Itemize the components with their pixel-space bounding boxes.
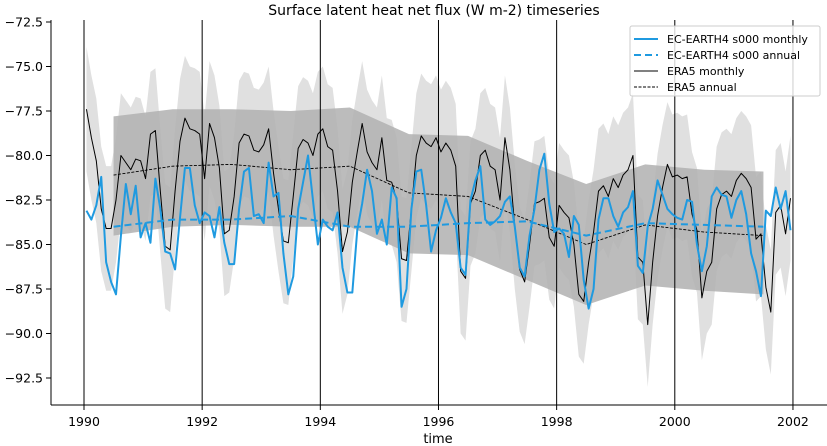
series-line-ec-earth4-s000-monthly (85, 152, 792, 310)
x-tick-label: 2000 (659, 414, 691, 429)
y-tick-label: −92.5 (5, 371, 43, 386)
x-tick-label: 2002 (777, 414, 809, 429)
x-tick-label: 1994 (304, 414, 336, 429)
x-tick-label: 1996 (423, 414, 455, 429)
x-tick-label: 1998 (541, 414, 573, 429)
chart-title: Surface latent heat net flux (W m-2) tim… (268, 3, 599, 19)
legend-label: EC-EARTH4 s000 monthly (667, 33, 808, 46)
legend: EC-EARTH4 s000 monthly EC-EARTH4 s000 ann… (629, 25, 821, 97)
y-tick-label: −75.0 (5, 59, 43, 74)
y-tick-label: −77.5 (5, 104, 43, 119)
x-tick-label: 1990 (68, 414, 100, 429)
y-tick-label: −80.0 (5, 148, 43, 163)
legend-label: ERA5 annual (667, 81, 737, 94)
legend-label: ERA5 monthly (667, 65, 745, 78)
year-lines (83, 20, 794, 405)
y-tick-label: −82.5 (5, 193, 43, 208)
y-tick-label: −90.0 (5, 326, 43, 341)
y-tick-label: −87.5 (5, 282, 43, 297)
legend-label: EC-EARTH4 s000 annual (667, 49, 800, 62)
series-line-era5-monthly (85, 109, 791, 326)
y-tick-label: −72.5 (5, 15, 43, 30)
x-tick-label: 1992 (186, 414, 218, 429)
x-axis-label: time (423, 432, 452, 446)
series-lines (85, 109, 792, 326)
axes: −72.5 −75.0 −77.5 −80.0 −82.5 −85.0 −87.5 −90.0… (5, 15, 827, 429)
series-line-era5-annual (113, 163, 764, 245)
y-tick-label: −85.0 (5, 237, 43, 252)
